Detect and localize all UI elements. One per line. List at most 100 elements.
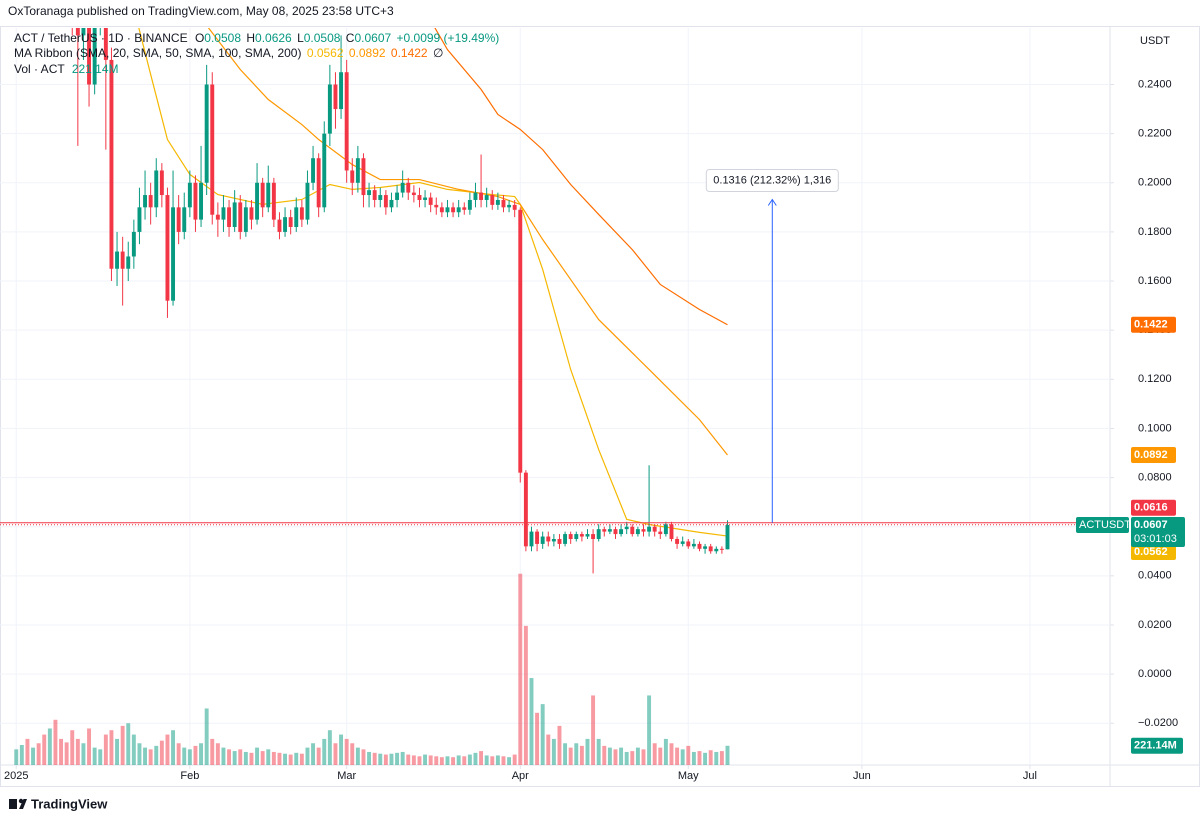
volume-bar (383, 754, 388, 765)
volume-bar (215, 743, 220, 765)
legend-ma: MA Ribbon (SMA, 20, SMA, 50, SMA, 100, S… (14, 46, 443, 60)
volume-bar (75, 738, 80, 765)
candle-body (579, 534, 584, 537)
candle-body (204, 84, 209, 183)
volume-bar (137, 743, 142, 765)
candle-body (417, 195, 422, 200)
candle-body (613, 529, 618, 535)
axes: 0.24000.22000.20000.18000.16000.14000.12… (4, 78, 1185, 782)
volume-bar (417, 756, 422, 765)
candle-body (512, 204, 517, 210)
volume-bar (14, 749, 19, 765)
footer: TradingView (31, 796, 108, 811)
volume-bar (473, 752, 478, 765)
legend-symbol: ACT / TetherUS · 1D · BINANCE O0.0508 H0… (14, 31, 499, 45)
volume-bar (378, 753, 383, 765)
volume-bar (423, 754, 428, 765)
candle-body (103, 28, 108, 60)
x-tick-label: Mar (337, 770, 356, 782)
volume-bar (109, 730, 114, 765)
volume-bar (479, 751, 484, 765)
ma-badge-bg (1131, 544, 1176, 561)
candle-body (143, 195, 148, 208)
volume-bar (238, 749, 243, 765)
volume-bar (719, 751, 724, 765)
ohlc-label: O (195, 31, 204, 45)
volume-bar (400, 751, 405, 765)
candle-body (350, 170, 355, 183)
x-tick-label: Feb (180, 770, 199, 782)
ma-value: 0.0892 (349, 46, 386, 60)
volume-bar (563, 743, 568, 765)
candle-body (367, 190, 372, 196)
measure-label: 0.1316 (212.32%) 1,316 (713, 174, 831, 186)
candle-body (299, 207, 304, 220)
candle-body (456, 207, 461, 213)
candle-body (406, 182, 411, 193)
measure-box (705, 168, 839, 192)
volume-bar (19, 745, 24, 765)
volume-bar (451, 757, 456, 765)
candle-body (669, 524, 674, 539)
candle-body (652, 526, 657, 532)
ohlc-label: C (346, 31, 355, 45)
candle-body (249, 207, 254, 220)
candle-body (691, 543, 696, 547)
candle-body (109, 59, 114, 269)
candle-body (529, 531, 534, 547)
countdown: 03:01:03 (1134, 533, 1177, 545)
ma-line (434, 28, 728, 326)
candle-body (451, 207, 456, 213)
candle-body (540, 536, 545, 544)
candle-body (490, 195, 495, 205)
candle-body (333, 84, 338, 110)
volume-bar (294, 752, 299, 765)
volume-bar (327, 730, 332, 765)
volume-bar (495, 755, 500, 765)
currency: USDT (1140, 35, 1170, 47)
volume-bar (501, 756, 506, 765)
candle-body (462, 207, 467, 210)
candle-body (260, 182, 265, 208)
change-value: +0.0099 (+19.49%) (397, 31, 500, 45)
candle-body (115, 251, 120, 269)
symbol-badge-bg (1076, 516, 1129, 533)
candle-body (327, 84, 332, 134)
candle-body (81, 28, 86, 36)
ma-line (138, 28, 728, 537)
candle-body (428, 197, 433, 205)
ma-badge: 0.0892 (1134, 449, 1168, 461)
candle-body (148, 195, 153, 208)
candle-body (434, 204, 439, 208)
candle-body (423, 197, 428, 200)
volume-bar (277, 752, 282, 765)
ohlc-label: H (246, 31, 255, 45)
candle-body (596, 529, 601, 539)
volume-bar (350, 743, 355, 765)
candle-body (591, 534, 596, 539)
volume-bar (227, 749, 232, 765)
header: OxToranaga published on TradingView.com,… (8, 4, 394, 18)
volume-bar (467, 754, 472, 765)
volume-bar (411, 755, 416, 765)
volume-bar (652, 743, 657, 765)
grid (0, 28, 1110, 765)
y-tick-label: 0.2000 (1138, 177, 1172, 189)
candle-body (714, 548, 719, 552)
candle-body (210, 84, 215, 215)
volume-title: Vol · ACT (14, 62, 65, 76)
volume-bar (725, 745, 730, 765)
legend-volume: Vol · ACT 221.14M (14, 62, 119, 76)
candle-body (171, 207, 176, 301)
volume-bar (103, 734, 108, 765)
volume-bar (389, 753, 394, 765)
last-price-bg (1131, 516, 1185, 547)
volume-bar (120, 725, 125, 765)
candle-body (154, 170, 159, 208)
y-tick-label: 0.0200 (1138, 619, 1172, 631)
volume-bar (131, 734, 136, 765)
volume-bar (619, 747, 624, 765)
candle-body (131, 231, 136, 257)
volume-bar (322, 738, 327, 765)
volume-bar (624, 751, 629, 765)
